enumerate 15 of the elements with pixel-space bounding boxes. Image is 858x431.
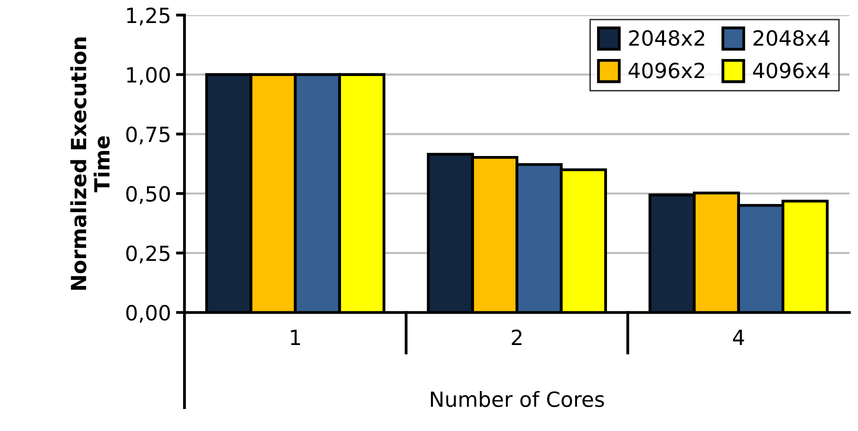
y-axis-title: Normalized Execution Time xyxy=(70,38,110,290)
y-tick-label: 1,25 xyxy=(127,8,170,26)
y-tick-label: 1,00 xyxy=(127,67,170,85)
legend-label: 2048x2 xyxy=(629,30,704,46)
legend-label: 4096x4 xyxy=(753,62,830,78)
y-tick-label: 0,75 xyxy=(126,126,170,144)
x-tick-label: 4 xyxy=(732,330,744,345)
x-tick-label: 1 xyxy=(290,330,300,345)
y-tick-label: 0,00 xyxy=(126,304,170,323)
legend-label: 4096x2 xyxy=(628,62,704,78)
y-tick-label: 0,50 xyxy=(126,186,170,204)
legend-label: 2048x4 xyxy=(754,30,830,46)
x-tick-label: 2 xyxy=(512,330,522,345)
x-axis-title: Number of Cores xyxy=(430,390,604,408)
y-tick-label: 0,25 xyxy=(126,245,170,264)
